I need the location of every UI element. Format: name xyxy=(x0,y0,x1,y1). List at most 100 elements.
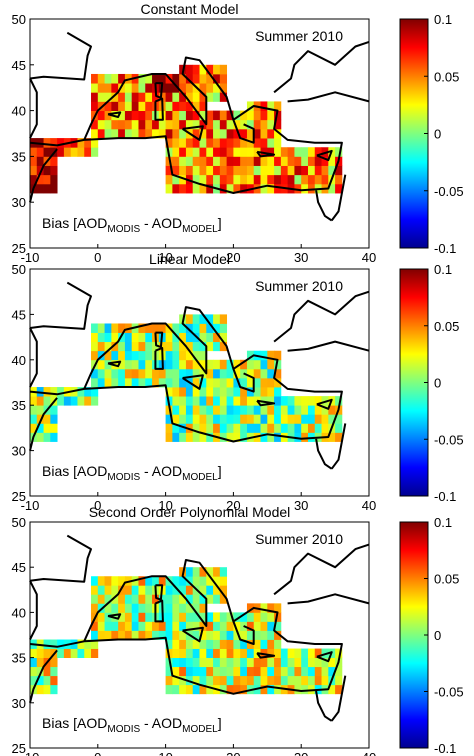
heatmap-cell xyxy=(43,183,51,194)
heatmap-cell xyxy=(50,183,58,194)
heatmap-cell xyxy=(165,368,173,379)
heatmap-cell xyxy=(321,657,329,668)
heatmap-cell xyxy=(172,603,180,613)
heatmap-cell xyxy=(246,165,255,176)
heatmap-cell xyxy=(294,675,302,686)
heatmap-cell xyxy=(158,92,166,102)
heatmap-cell xyxy=(287,405,295,415)
heatmap-cell xyxy=(118,621,126,631)
heatmap-cell xyxy=(260,414,268,424)
heatmap-cell xyxy=(43,174,51,185)
heatmap-cell xyxy=(36,183,44,194)
heatmap-cell xyxy=(233,165,241,176)
heatmap-cell xyxy=(240,414,248,424)
heatmap-cell xyxy=(97,128,105,139)
heatmap-cell xyxy=(192,630,200,640)
heatmap-cell xyxy=(124,612,133,622)
heatmap-cell xyxy=(314,414,322,424)
heatmap-cell xyxy=(179,165,187,176)
heatmap-cell xyxy=(124,368,133,379)
heatmap-cell xyxy=(185,666,194,677)
heatmap-cell xyxy=(199,423,207,433)
heatmap-cell xyxy=(226,110,234,121)
heatmap-cell xyxy=(233,630,241,640)
heatmap-cell xyxy=(274,396,282,406)
heatmap-cell xyxy=(307,396,316,406)
heatmap-cell xyxy=(274,156,282,166)
heatmap-cell xyxy=(233,147,241,157)
heatmap-cell xyxy=(118,92,126,102)
heatmap-cell xyxy=(172,377,180,388)
y-tick-label: 35 xyxy=(12,398,26,413)
heatmap-cell xyxy=(97,92,105,102)
heatmap-cell xyxy=(260,405,268,415)
heatmap-cell xyxy=(172,110,180,121)
heatmap-cell xyxy=(307,147,316,157)
heatmap-cell xyxy=(260,387,268,397)
heatmap-cell xyxy=(138,323,146,333)
heatmap-cell xyxy=(104,576,112,586)
heatmap-cell xyxy=(165,675,173,686)
heatmap-cell xyxy=(111,603,119,613)
heatmap-cell xyxy=(165,138,173,148)
heatmap-cell xyxy=(260,684,268,695)
heatmap-cell xyxy=(91,341,99,352)
heatmap-cell xyxy=(158,377,166,388)
heatmap-cell xyxy=(104,119,112,130)
heatmap-cell xyxy=(91,323,99,333)
heatmap-cell xyxy=(226,414,234,424)
heatmap-cell xyxy=(104,359,112,370)
coastlines xyxy=(29,534,370,722)
heatmap-cell xyxy=(111,576,119,586)
heatmap-cell xyxy=(172,639,180,649)
heatmap-cell xyxy=(280,666,289,677)
heatmap-cell xyxy=(233,648,241,658)
heatmap-cell xyxy=(280,174,289,185)
heatmap-cell xyxy=(131,377,139,388)
heatmap-cell xyxy=(111,621,119,631)
heatmap-cell xyxy=(185,684,194,695)
coastline xyxy=(256,652,276,659)
heatmap-cell xyxy=(335,183,343,194)
heatmap-cell xyxy=(226,147,234,157)
heatmap-cell xyxy=(131,359,139,370)
heatmap-cell xyxy=(104,73,112,84)
coastline xyxy=(154,82,164,99)
heatmap-cell xyxy=(267,621,275,631)
heatmap-cell xyxy=(246,405,255,415)
heatmap-cell xyxy=(145,377,153,388)
heatmap-cell xyxy=(294,183,302,194)
heatmap-cell xyxy=(172,138,180,148)
heatmap-cell xyxy=(185,603,194,613)
heatmap-cell xyxy=(185,73,194,84)
heatmap-cell xyxy=(124,341,133,352)
heatmap-cell xyxy=(77,639,85,649)
heatmap-cell xyxy=(314,666,322,677)
heatmap-cell xyxy=(145,73,153,84)
heatmap-cell xyxy=(314,156,322,166)
x-tick-label: -10 xyxy=(21,498,40,513)
heatmap-cell xyxy=(213,359,221,370)
heatmap-cell xyxy=(321,165,329,176)
heatmap-cell xyxy=(172,666,180,677)
heatmap-cell xyxy=(246,138,255,148)
heatmap-cell xyxy=(138,128,146,139)
x-tick-label: 40 xyxy=(362,750,376,756)
heatmap-cell xyxy=(124,359,133,370)
heatmap-cell xyxy=(50,657,58,668)
heatmap-cell xyxy=(213,128,221,139)
heatmap-cell xyxy=(233,377,241,388)
heatmap-cell xyxy=(213,630,221,640)
heatmap-cell xyxy=(307,657,316,668)
heatmap-cell xyxy=(165,83,173,93)
heatmap-cell xyxy=(246,414,255,424)
heatmap-cell xyxy=(274,359,282,370)
heatmap-cell xyxy=(246,119,255,130)
heatmap-cell xyxy=(213,423,221,433)
heatmap-cell xyxy=(267,165,275,176)
heatmap-cell xyxy=(43,414,51,424)
coastline xyxy=(29,78,38,139)
heatmap-cell xyxy=(267,432,275,442)
heatmap-cell xyxy=(152,377,160,388)
heatmap-cell xyxy=(185,368,194,379)
